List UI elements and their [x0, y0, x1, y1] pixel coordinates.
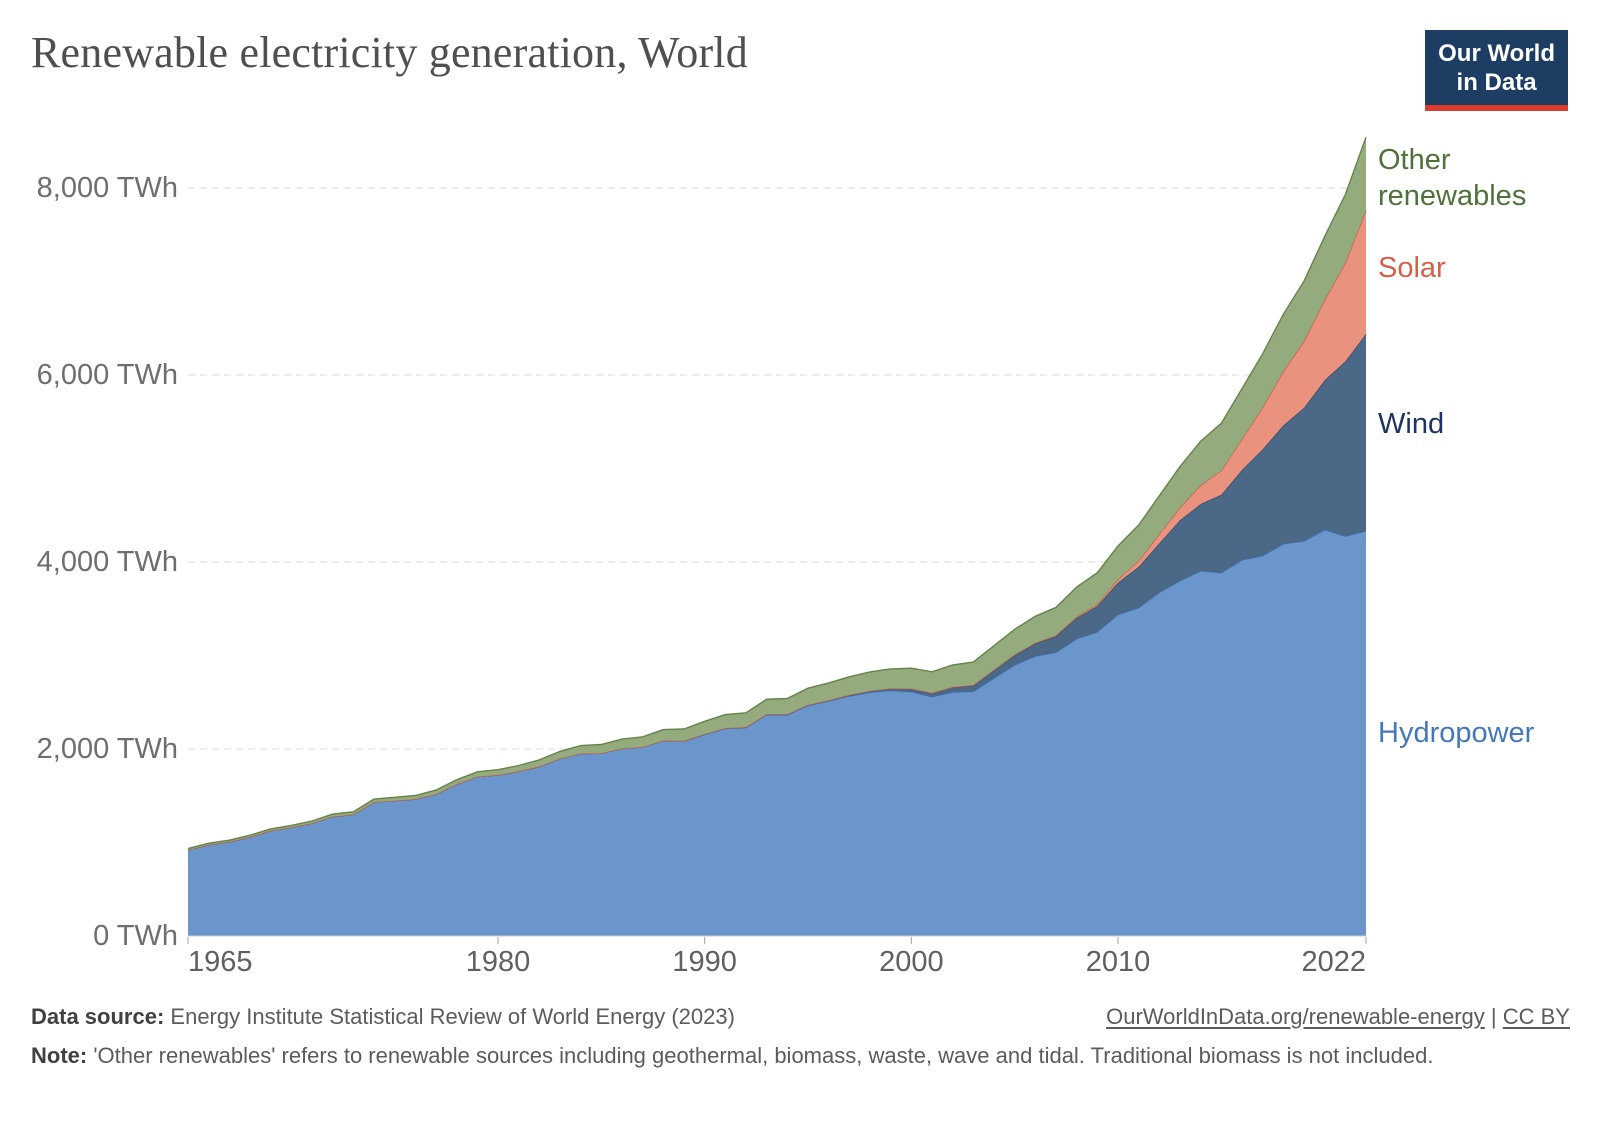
owid-logo-line1: Our World: [1438, 40, 1555, 67]
legend-label-hydropower: Hydropower: [1378, 717, 1535, 749]
y-axis-label-2000: 2,000 TWh: [36, 733, 178, 765]
x-axis-label-2000: 2000: [879, 946, 944, 978]
license-link[interactable]: CC BY: [1502, 1004, 1570, 1029]
owid-url-link[interactable]: OurWorldInData.org/renewable-energy: [1106, 1004, 1485, 1029]
note-line: Note: 'Other renewables' refers to renew…: [31, 1041, 1491, 1071]
edge-other-renewables: [187, 136, 1367, 850]
legend-label-wind: Wind: [1378, 408, 1445, 440]
area-hydropower: [188, 529, 1366, 936]
area-wind: [188, 334, 1366, 850]
chart-footer: Data source: Energy Institute Statistica…: [31, 1002, 1570, 1070]
owid-logo-line2: in Data: [1456, 69, 1537, 97]
legend-label-solar: Solar: [1378, 252, 1446, 284]
x-axis-label-2022: 2022: [1301, 946, 1366, 978]
y-axis-label-4000: 4,000 TWh: [36, 546, 178, 578]
legend-label-other-renewables: Other renewables: [1378, 144, 1527, 212]
y-axis-label-6000: 6,000 TWh: [36, 359, 178, 391]
x-axis-label-1990: 1990: [672, 946, 737, 978]
link-separator: |: [1490, 1004, 1497, 1029]
note-label: Note:: [31, 1042, 88, 1068]
x-axis-label-1965: 1965: [188, 946, 253, 978]
data-source-text: Energy Institute Statistical Review of W…: [170, 1004, 735, 1029]
x-axis-label-2010: 2010: [1085, 946, 1151, 978]
y-axis-label-0: 0 TWh: [93, 920, 178, 952]
data-source-line: Data source: Energy Institute Statistica…: [31, 1002, 735, 1032]
area-other-renewables: [188, 137, 1366, 850]
owid-logo: Our World in Data: [1425, 30, 1568, 111]
data-source-label: Data source:: [31, 1004, 165, 1029]
page-title: Renewable electricity generation, World: [31, 28, 748, 77]
y-axis-label-8000: 8,000 TWh: [36, 172, 178, 204]
note-text: 'Other renewables' refers to renewable s…: [93, 1042, 1434, 1068]
x-axis-label-1980: 1980: [465, 946, 531, 978]
footer-links: OurWorldInData.org/renewable-energy | CC…: [1106, 1002, 1570, 1032]
